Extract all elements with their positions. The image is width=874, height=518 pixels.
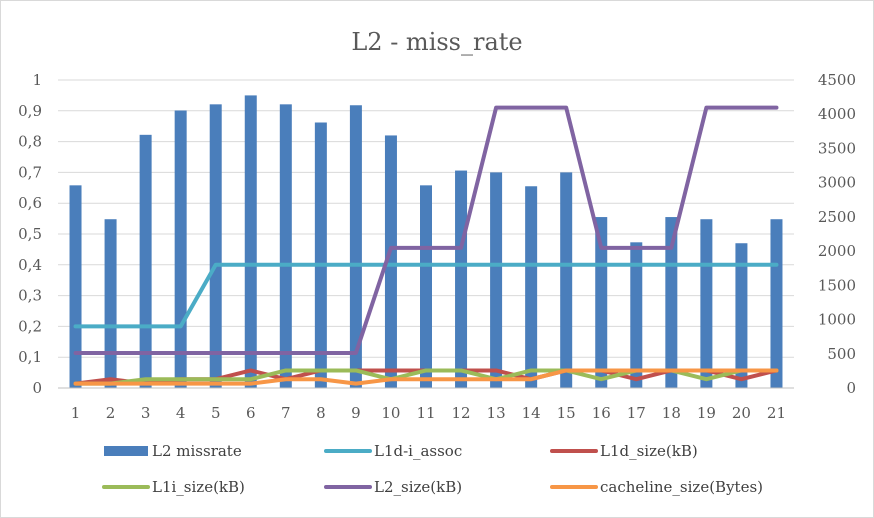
y-right-tick-label: 1000 bbox=[818, 311, 856, 329]
y-left-tick-label: 0,2 bbox=[18, 317, 42, 335]
y-right-tick-label: 1500 bbox=[818, 276, 856, 294]
bar bbox=[420, 185, 432, 388]
y-right-tick-label: 4000 bbox=[818, 105, 856, 123]
bar bbox=[630, 242, 643, 388]
bar-series bbox=[69, 95, 783, 389]
bar bbox=[104, 219, 117, 388]
x-tick-label: 2 bbox=[106, 404, 116, 422]
x-tick-label: 18 bbox=[662, 404, 681, 422]
legend-label: L2_size(kB) bbox=[374, 478, 462, 496]
x-tick-label: 4 bbox=[176, 404, 186, 422]
y-left-tick-label: 0 bbox=[32, 379, 42, 397]
legend-label: L1d-i_assoc bbox=[374, 442, 462, 460]
y-right-tick-label: 2500 bbox=[818, 208, 856, 226]
y-right-tick-label: 3500 bbox=[818, 139, 856, 157]
legend: L2 missrate L1d-i_assoc L1d_size(kB) L1i_si… bbox=[102, 442, 763, 496]
x-tick-label: 21 bbox=[767, 404, 786, 422]
bar bbox=[384, 135, 397, 388]
series-line bbox=[73, 105, 779, 355]
y-left-tick-label: 1 bbox=[32, 71, 42, 89]
x-tick-label: 11 bbox=[416, 404, 435, 422]
bar bbox=[174, 110, 187, 388]
bar bbox=[735, 243, 748, 388]
bar bbox=[349, 105, 362, 389]
bar bbox=[665, 217, 678, 388]
bar bbox=[560, 172, 573, 388]
y-right-tick-label: 2000 bbox=[818, 242, 856, 260]
y-left-tick-label: 0,8 bbox=[18, 133, 42, 151]
x-tick-label: 1 bbox=[71, 404, 81, 422]
bar bbox=[279, 104, 292, 388]
y-right-tick-label: 0 bbox=[846, 379, 856, 397]
bar bbox=[595, 217, 608, 388]
x-tick-label: 15 bbox=[557, 404, 576, 422]
y-left-tick-label: 0,5 bbox=[18, 225, 42, 243]
x-tick-label: 7 bbox=[281, 404, 291, 422]
y-left-tick-label: 0,7 bbox=[18, 163, 42, 181]
x-tick-label: 9 bbox=[351, 404, 361, 422]
bar bbox=[525, 186, 538, 388]
legend-label: cacheline_size(Bytes) bbox=[600, 478, 763, 496]
legend-label: L1i_size(kB) bbox=[152, 478, 245, 496]
bar bbox=[69, 185, 82, 388]
x-tick-label: 5 bbox=[211, 404, 221, 422]
legend-swatch bbox=[104, 446, 148, 456]
x-tick-label: 14 bbox=[522, 404, 541, 422]
bar bbox=[244, 95, 257, 389]
bar bbox=[314, 122, 327, 388]
y-left-tick-label: 0,3 bbox=[18, 287, 42, 305]
x-tick-label: 10 bbox=[381, 404, 400, 422]
bar bbox=[139, 134, 152, 388]
series-line bbox=[73, 262, 779, 329]
y-left-tick-label: 0,6 bbox=[18, 194, 42, 212]
axes: 00,10,20,30,40,50,60,70,80,9105001000150… bbox=[18, 71, 856, 422]
x-tick-label: 16 bbox=[592, 404, 611, 422]
y-left-tick-label: 0,9 bbox=[18, 102, 42, 120]
bar bbox=[700, 219, 713, 388]
y-right-tick-label: 500 bbox=[827, 345, 856, 363]
series-line bbox=[73, 368, 779, 386]
y-right-tick-label: 3000 bbox=[818, 174, 856, 192]
x-tick-label: 20 bbox=[732, 404, 751, 422]
x-tick-label: 12 bbox=[452, 404, 471, 422]
y-left-tick-label: 0,1 bbox=[18, 348, 42, 366]
x-tick-label: 3 bbox=[141, 404, 151, 422]
bar bbox=[490, 172, 503, 388]
x-tick-label: 17 bbox=[627, 404, 646, 422]
bar bbox=[209, 104, 222, 388]
y-right-tick-label: 4500 bbox=[818, 71, 856, 89]
bar bbox=[770, 219, 783, 388]
legend-label: L1d_size(kB) bbox=[600, 442, 698, 460]
x-tick-label: 13 bbox=[487, 404, 506, 422]
bar bbox=[455, 170, 468, 388]
x-tick-label: 19 bbox=[697, 404, 716, 422]
x-tick-label: 6 bbox=[246, 404, 256, 422]
x-tick-label: 8 bbox=[316, 404, 326, 422]
line-series bbox=[73, 105, 779, 386]
chart-title: L2 - miss_rate bbox=[351, 28, 522, 56]
y-left-tick-label: 0,4 bbox=[18, 256, 42, 274]
legend-label: L2 missrate bbox=[152, 442, 242, 460]
